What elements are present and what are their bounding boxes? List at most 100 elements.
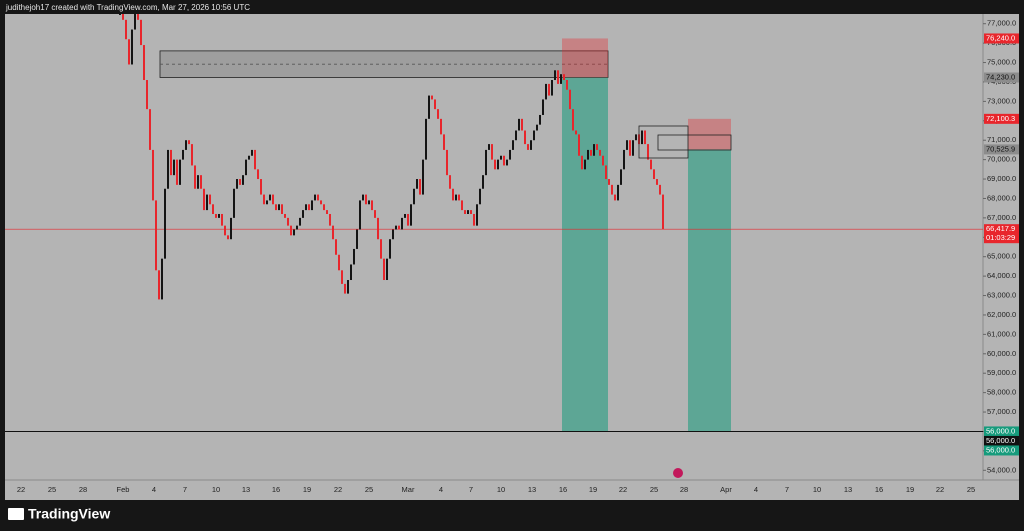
candle	[437, 109, 439, 119]
candle	[248, 155, 250, 160]
candle	[314, 194, 316, 201]
candle	[473, 213, 475, 226]
x-tick-label: 13	[528, 485, 536, 494]
candle	[599, 149, 601, 156]
candle	[353, 248, 355, 265]
x-tick-label: 10	[813, 485, 821, 494]
entry-label: 74,230.0	[986, 72, 1015, 81]
candle	[431, 95, 433, 100]
candle	[200, 175, 202, 189]
stop-label-bg	[984, 33, 1019, 44]
candle	[539, 114, 541, 125]
candle	[302, 210, 304, 218]
candle	[383, 258, 385, 281]
y-tick-label: 57,000.0	[987, 407, 1016, 416]
stop-label: 76,240.0	[986, 33, 1015, 42]
x-tick-label: Feb	[117, 485, 130, 494]
line-label-bg	[984, 435, 1019, 446]
candle	[215, 213, 217, 218]
candle	[524, 130, 526, 145]
candle	[185, 140, 187, 150]
candle	[512, 140, 514, 150]
entry-label: 70,525.9	[986, 144, 1015, 153]
candle	[338, 254, 340, 271]
chart-area	[5, 14, 1019, 500]
candle	[449, 175, 451, 189]
candle	[326, 210, 328, 214]
y-tick-label: 61,000.0	[987, 329, 1016, 338]
candle	[659, 184, 661, 195]
candle	[242, 175, 244, 185]
x-tick-label: 19	[906, 485, 914, 494]
x-tick-label: 10	[497, 485, 505, 494]
entry-label-bg	[984, 72, 1019, 83]
x-tick-label: 22	[936, 485, 944, 494]
last-price-bg	[984, 224, 1019, 244]
x-tick-label: 13	[242, 485, 250, 494]
entry-label-bg	[984, 144, 1019, 155]
candle	[518, 118, 520, 131]
candle	[290, 225, 292, 236]
candle	[377, 217, 379, 240]
candle	[644, 130, 646, 145]
x-tick-label: Apr	[720, 485, 732, 494]
candle	[491, 144, 493, 160]
candle	[410, 204, 412, 226]
candle	[167, 149, 169, 189]
stop-zone	[562, 38, 608, 78]
candle	[140, 19, 142, 46]
candle	[614, 194, 616, 201]
candle	[653, 169, 655, 180]
y-tick-label: 62,000.0	[987, 310, 1016, 319]
candle	[311, 200, 313, 211]
candle	[395, 225, 397, 230]
stop-label: 72,100.3	[986, 114, 1015, 123]
candle	[257, 169, 259, 180]
candle	[563, 74, 565, 81]
candle	[359, 200, 361, 230]
candle	[233, 188, 235, 218]
candle	[485, 149, 487, 176]
y-tick-label: 63,000.0	[987, 291, 1016, 300]
candle	[458, 194, 460, 201]
candle	[362, 194, 364, 201]
y-tick-label: 64,000.0	[987, 271, 1016, 280]
x-tick-label: Mar	[402, 485, 415, 494]
target-label: 56,000.0	[986, 445, 1015, 454]
candle	[647, 144, 649, 160]
candle	[251, 149, 253, 156]
candle	[125, 19, 127, 40]
x-tick-label: 4	[439, 485, 443, 494]
candle	[269, 194, 271, 201]
candle	[455, 194, 457, 201]
candle	[305, 204, 307, 211]
y-tick-label: 77,000.0	[987, 19, 1016, 28]
candle	[398, 225, 400, 230]
candle	[656, 179, 658, 185]
event-icon[interactable]	[673, 468, 683, 478]
candle	[329, 213, 331, 226]
candle	[296, 225, 298, 230]
candle	[347, 280, 349, 294]
candle	[206, 194, 208, 211]
x-tick-label: 16	[875, 485, 883, 494]
y-tick-label: 75,000.0	[987, 58, 1016, 67]
candle	[356, 229, 358, 249]
candle	[662, 194, 664, 230]
candle	[332, 225, 334, 240]
candle	[182, 149, 184, 160]
x-tick-label: 28	[680, 485, 688, 494]
candle	[617, 184, 619, 201]
candle	[506, 159, 508, 166]
candle	[446, 149, 448, 176]
x-tick-label: 25	[650, 485, 658, 494]
candle	[149, 109, 151, 150]
candle	[470, 210, 472, 214]
y-tick-label: 67,000.0	[987, 213, 1016, 222]
candle	[650, 159, 652, 170]
x-tick-label: 7	[785, 485, 789, 494]
y-tick-label: 58,000.0	[987, 388, 1016, 397]
y-tick-label: 69,000.0	[987, 174, 1016, 183]
candle	[119, 14, 121, 15]
